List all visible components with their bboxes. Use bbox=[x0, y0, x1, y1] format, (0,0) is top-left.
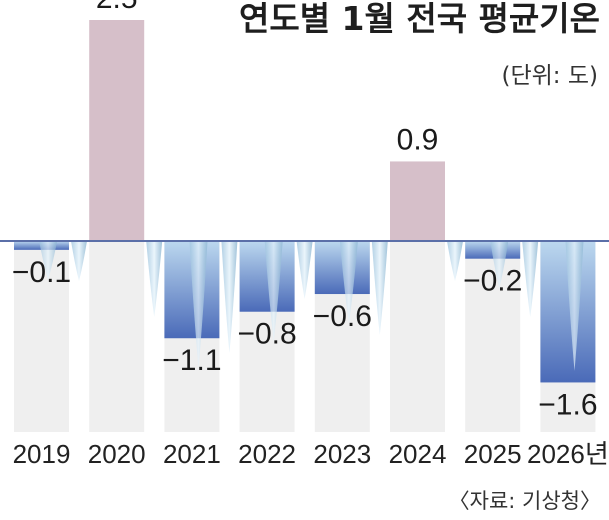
column-bg-0 bbox=[14, 241, 69, 432]
value-label-7: −1.6 bbox=[538, 388, 597, 421]
x-tick-labels: 2019 2020 2021 2022 2023 2024 2025 2026년 bbox=[13, 439, 609, 469]
value-label-5: 0.9 bbox=[397, 123, 439, 156]
value-labels: −0.1 2.5 −1.1 −0.8 −0.6 0.9 −0.2 −1.6 bbox=[12, 0, 598, 421]
value-label-0: −0.1 bbox=[12, 256, 71, 289]
column-bg-6 bbox=[465, 241, 521, 432]
x-tick-1: 2020 bbox=[88, 439, 146, 469]
x-tick-0: 2019 bbox=[13, 439, 71, 469]
x-tick-2: 2021 bbox=[163, 439, 221, 469]
icicle-on-bar-4 bbox=[339, 241, 358, 325]
icicle-on-bar-2 bbox=[189, 241, 208, 369]
bars bbox=[14, 20, 596, 383]
icicle-0 bbox=[71, 241, 87, 281]
icicle-on-bar-0 bbox=[39, 241, 58, 280]
source-note: 〈자료: 기상청〉 bbox=[449, 489, 601, 513]
icicle-6 bbox=[522, 241, 539, 317]
column-bg-1 bbox=[89, 241, 145, 432]
bar-5 bbox=[390, 161, 445, 241]
bar-1 bbox=[89, 20, 145, 241]
value-label-4: −0.6 bbox=[313, 300, 372, 333]
icicle-4 bbox=[371, 241, 388, 335]
x-tick-7: 2026년 bbox=[527, 439, 609, 469]
icicle-1 bbox=[146, 241, 163, 317]
column-bg-5 bbox=[390, 241, 445, 432]
x-tick-3: 2022 bbox=[238, 439, 296, 469]
x-tick-4: 2023 bbox=[313, 439, 371, 469]
value-label-3: −0.8 bbox=[237, 318, 296, 351]
value-label-6: −0.2 bbox=[463, 265, 522, 298]
icicle-on-bar-3 bbox=[264, 241, 283, 342]
x-tick-6: 2025 bbox=[464, 439, 522, 469]
icicle-2 bbox=[221, 241, 238, 353]
icicle-3 bbox=[296, 241, 313, 299]
value-label-2: −1.1 bbox=[162, 344, 221, 377]
icicle-on-bar-7 bbox=[565, 241, 584, 371]
unit-label: (단위: 도) bbox=[502, 63, 599, 89]
icicle-5 bbox=[447, 241, 463, 281]
x-tick-5: 2024 bbox=[389, 439, 447, 469]
chart-title: 연도별 1월 전국 평균기온 bbox=[239, 0, 600, 38]
value-label-1: 2.5 bbox=[96, 0, 138, 15]
icicle-decorations bbox=[39, 241, 584, 371]
icicle-on-bar-6 bbox=[490, 241, 509, 289]
